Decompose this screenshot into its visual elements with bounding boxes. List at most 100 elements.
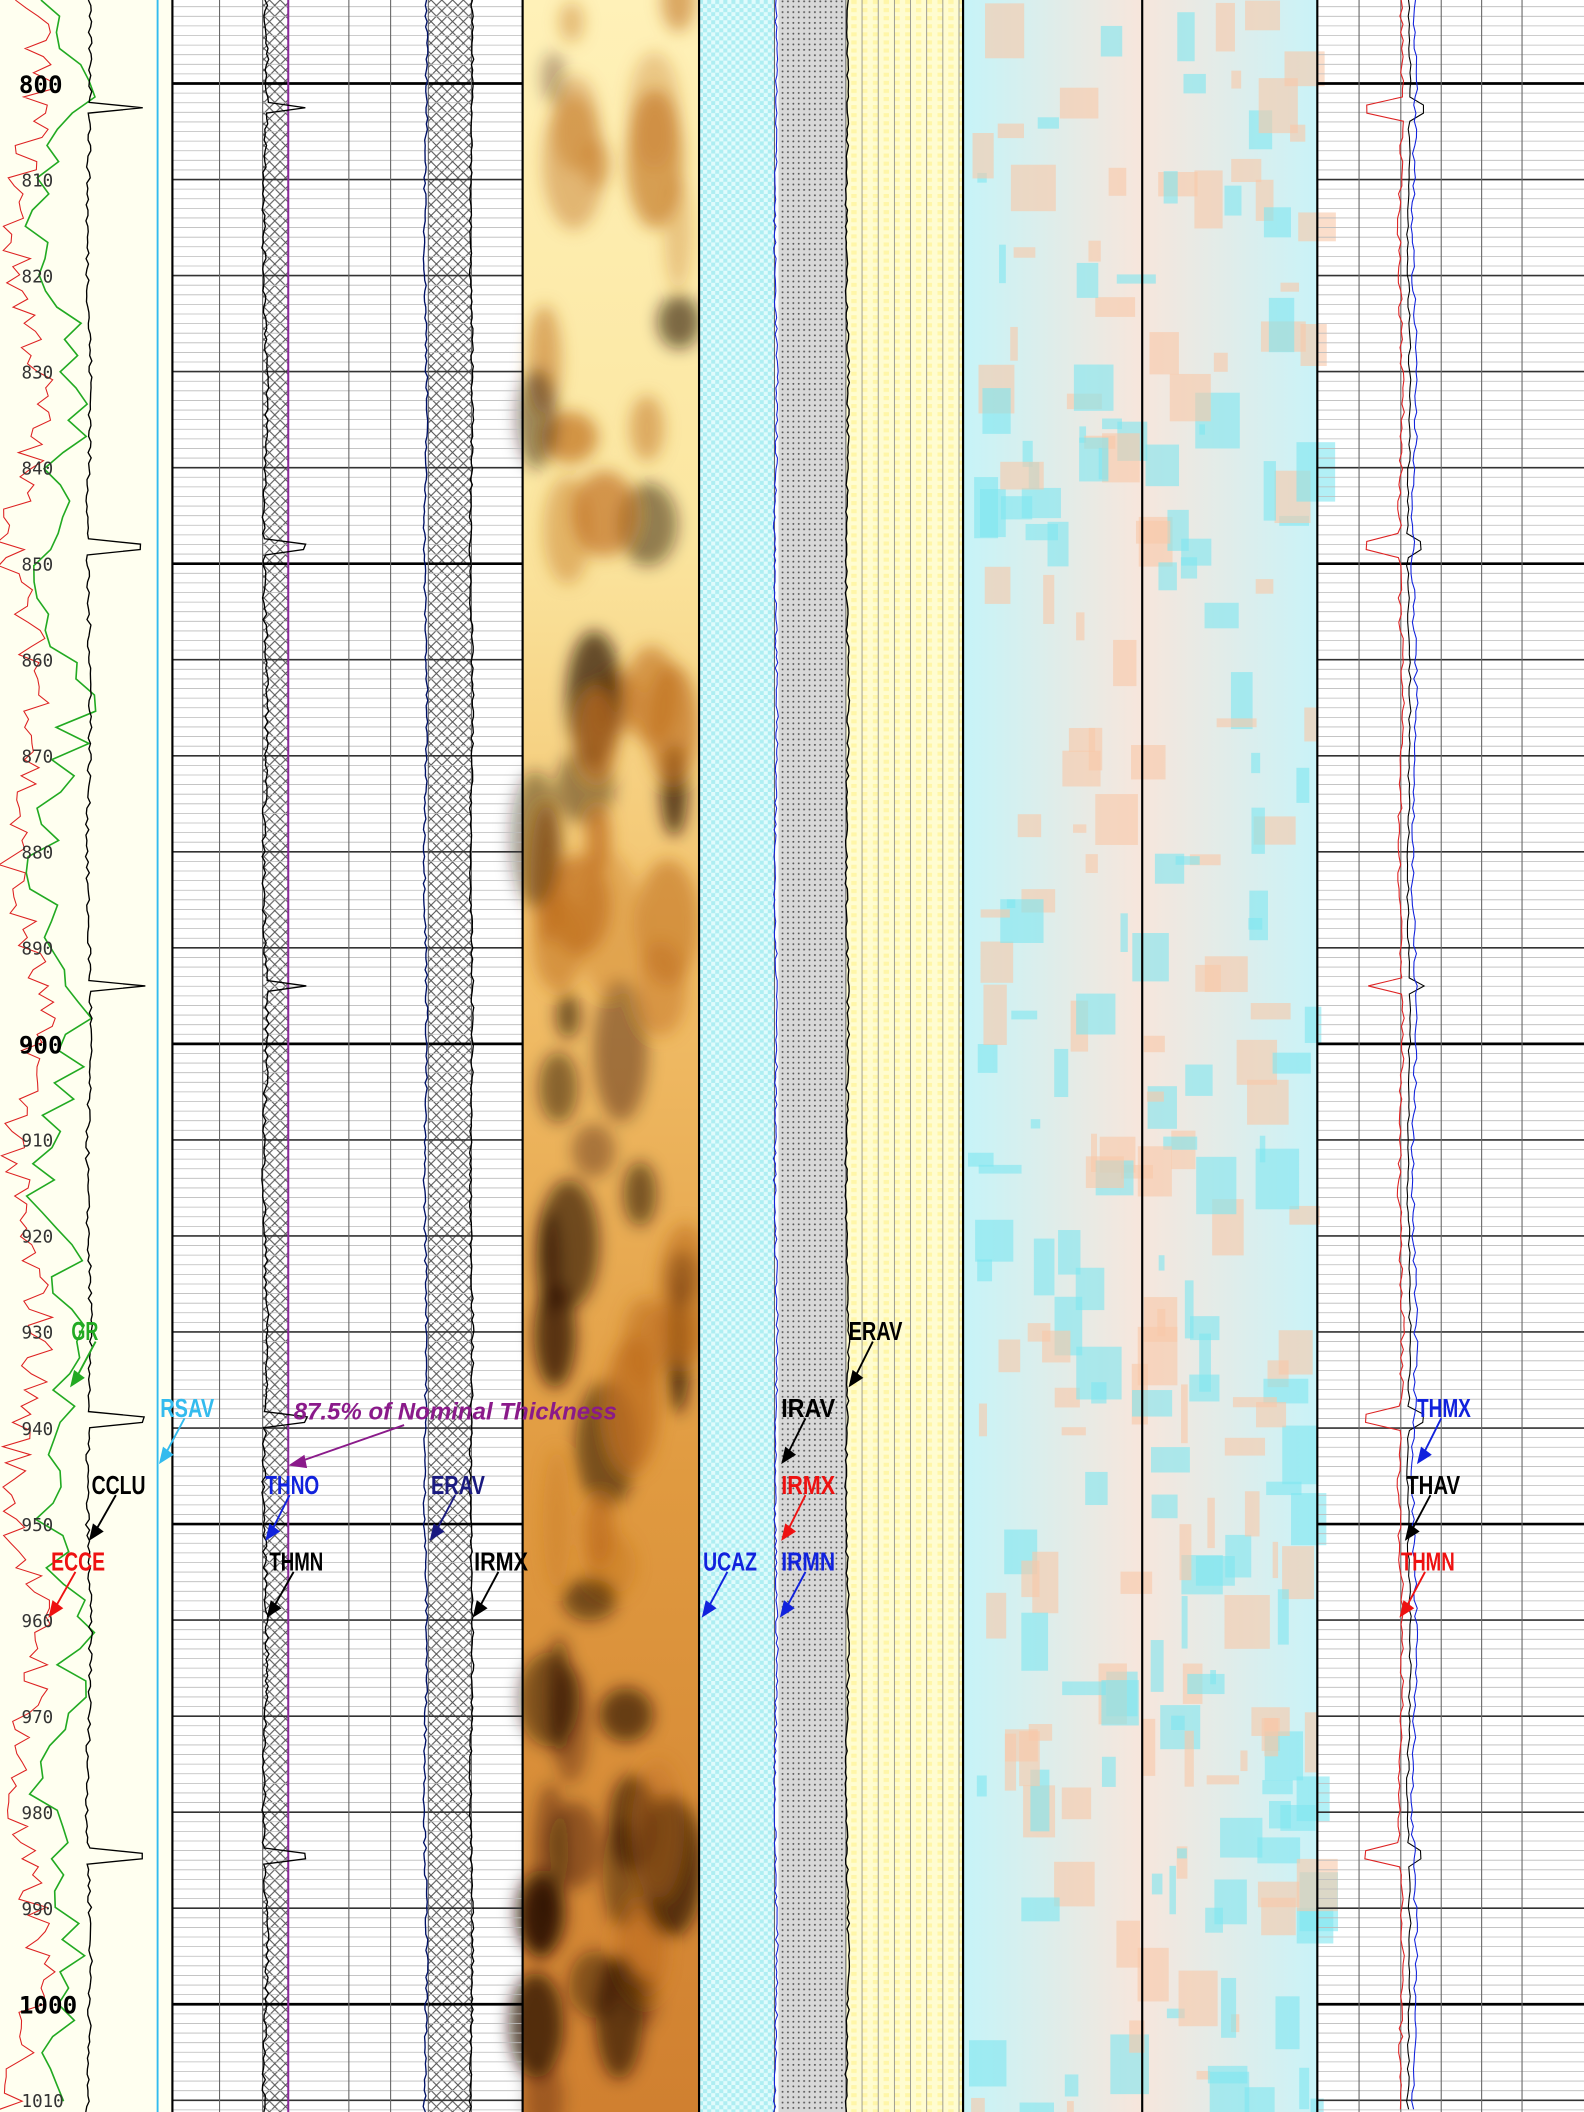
blob [657, 295, 701, 349]
arrow-head [48, 1600, 64, 1618]
patch [1101, 1756, 1116, 1787]
patch [1196, 1156, 1237, 1215]
patch [972, 132, 994, 179]
dotted-track [778, 0, 846, 2112]
patch [1059, 87, 1099, 119]
patch [977, 1259, 993, 1282]
patch [1231, 158, 1262, 183]
depth-label: 890 [22, 940, 54, 960]
patch [1019, 1731, 1040, 1787]
log-curve [24, 0, 97, 2102]
depth-label: 870 [22, 748, 54, 768]
depth-label: 860 [22, 651, 54, 671]
arrow-head [158, 1446, 174, 1465]
patch [975, 1219, 1014, 1262]
patch [1120, 913, 1128, 952]
patch [1169, 373, 1211, 422]
depth-label: 970 [22, 1708, 54, 1728]
patch [1258, 78, 1298, 134]
patch [1101, 1680, 1139, 1726]
blob [599, 1687, 654, 1742]
patch [1231, 70, 1242, 89]
patch [1171, 1715, 1185, 1730]
patch [1304, 1712, 1318, 1773]
patch [1088, 240, 1101, 262]
blob [575, 688, 619, 782]
patch [1167, 509, 1189, 551]
curve-label: GR [71, 1318, 98, 1346]
arrow-head [429, 1523, 445, 1541]
blob [514, 1870, 567, 1955]
patch [1032, 1551, 1059, 1614]
depth-label: 880 [22, 844, 54, 864]
patch [1169, 1865, 1176, 1915]
patch [1075, 1267, 1105, 1311]
curve-label: IRAV [781, 1395, 835, 1423]
patch [1043, 574, 1055, 624]
curve-label: IRMX [781, 1472, 835, 1500]
curve-label: THMN [269, 1549, 323, 1577]
annotation-arrow [296, 1424, 405, 1464]
labels: 800 810 820 830 840 850 860 870 880 890 900 910 920 9… [19, 70, 1471, 2112]
patch [1076, 612, 1085, 641]
patch [1149, 332, 1179, 375]
patch [1207, 2065, 1248, 2084]
arrow-head [1399, 1600, 1415, 1618]
patch [1230, 672, 1253, 730]
blob [541, 52, 567, 105]
patch [1158, 562, 1177, 591]
patch [1189, 1374, 1220, 1402]
patch [1085, 854, 1098, 873]
curve-label: IRMX [474, 1549, 528, 1577]
patch [1257, 1881, 1300, 1908]
patch [1221, 1977, 1237, 2038]
patch [1085, 1156, 1124, 1188]
patch [1054, 1387, 1080, 1408]
patch [1244, 2087, 1275, 2112]
patch [1095, 297, 1136, 317]
patch [1151, 1494, 1178, 1519]
curve-label: THAV [1406, 1472, 1460, 1500]
patch [1166, 2008, 1185, 2019]
depth-label: 950 [22, 1516, 54, 1536]
curve-label: IRMN [781, 1549, 835, 1577]
patch [1224, 185, 1242, 216]
hatched-band [262, 0, 289, 2112]
blob [559, 1, 584, 43]
patch [1255, 579, 1274, 594]
log-curve [261, 0, 309, 2112]
log-curve [1406, 0, 1426, 2110]
patch [1064, 2074, 1079, 2097]
patch [1076, 262, 1099, 298]
patch [1236, 1039, 1278, 1085]
patch [1054, 1048, 1069, 1098]
patch [1113, 639, 1137, 687]
patch [1251, 1707, 1290, 1736]
yellow-track [845, 0, 964, 2112]
patch [1205, 1907, 1223, 1933]
depth-label: 840 [22, 459, 54, 479]
patch [1095, 794, 1138, 845]
patch [1131, 745, 1166, 780]
patch [1116, 274, 1156, 284]
patch [1247, 1079, 1289, 1125]
patch [1296, 1776, 1330, 1822]
patch [1277, 1589, 1289, 1645]
patch [1066, 2101, 1074, 2112]
patch [1004, 1733, 1017, 1791]
patch [982, 388, 1011, 434]
blob [634, 940, 687, 1037]
patch [1232, 1397, 1277, 1408]
depth-label: 940 [22, 1420, 54, 1440]
arrow-head [781, 1446, 797, 1465]
patch [1181, 1384, 1188, 1444]
patch [1224, 1595, 1270, 1649]
patch [1178, 1970, 1218, 2027]
blob [572, 1123, 615, 1178]
patch [1176, 1846, 1188, 1879]
patch [1132, 1390, 1173, 1417]
depth-label: 820 [22, 267, 54, 287]
patch [1289, 1205, 1320, 1225]
arrow-head [70, 1369, 85, 1388]
blob [524, 2061, 564, 2112]
